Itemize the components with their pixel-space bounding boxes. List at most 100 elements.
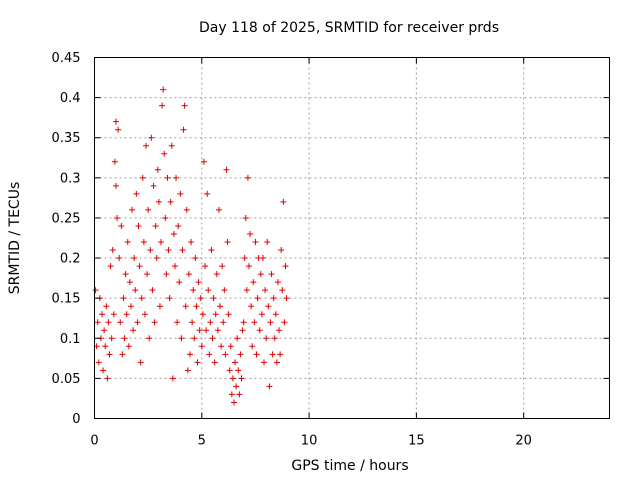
data-point xyxy=(206,351,213,358)
grid xyxy=(94,57,610,419)
data-point xyxy=(240,319,247,326)
data-point xyxy=(112,182,119,189)
data-point xyxy=(175,222,182,229)
x-axis-label: GPS time / hours xyxy=(291,458,408,474)
data-point xyxy=(264,239,271,246)
data-point xyxy=(254,295,261,302)
data-point xyxy=(184,367,191,374)
data-point xyxy=(164,174,171,181)
data-point xyxy=(149,287,156,294)
data-point xyxy=(227,343,234,350)
data-point xyxy=(192,255,199,262)
data-point xyxy=(178,335,185,342)
data-point xyxy=(121,335,128,342)
data-point xyxy=(214,327,221,334)
data-point xyxy=(276,327,283,334)
data-point xyxy=(205,287,212,294)
data-point xyxy=(270,295,277,302)
data-point xyxy=(204,190,211,197)
data-point xyxy=(247,230,254,237)
data-point xyxy=(237,351,244,358)
data-point xyxy=(168,142,175,149)
data-point xyxy=(107,263,114,270)
y-tick-label: 0 xyxy=(72,412,80,427)
data-point xyxy=(153,255,160,262)
x-axis-tick-labels: 0 5 10 15 20 xyxy=(90,434,532,449)
data-point xyxy=(242,214,249,221)
x-tick-label: 10 xyxy=(301,434,318,449)
data-point xyxy=(174,319,181,326)
data-point xyxy=(256,327,263,334)
data-point xyxy=(219,263,226,270)
y-tick-label: 0.45 xyxy=(52,51,81,66)
data-point xyxy=(226,367,233,374)
x-tick-label: 20 xyxy=(515,434,532,449)
data-point xyxy=(280,198,287,205)
data-point xyxy=(127,303,134,310)
y-axis-label: SRMTID / TECUs xyxy=(7,182,23,295)
data-point xyxy=(278,247,285,254)
data-point xyxy=(158,239,165,246)
data-point xyxy=(220,319,227,326)
y-tick-label: 0.05 xyxy=(52,372,81,387)
data-point xyxy=(267,319,274,326)
data-point xyxy=(243,287,250,294)
data-point xyxy=(230,399,237,406)
data-point xyxy=(199,311,206,318)
data-point xyxy=(163,271,170,278)
data-point xyxy=(102,343,109,350)
data-point xyxy=(241,255,248,262)
data-point xyxy=(232,359,239,366)
y-tick-label: 0.2 xyxy=(60,252,81,267)
data-point xyxy=(125,343,132,350)
data-point xyxy=(114,214,121,221)
data-point xyxy=(198,343,205,350)
data-points xyxy=(92,86,290,406)
data-point xyxy=(116,255,123,262)
data-point xyxy=(154,166,161,173)
data-point xyxy=(92,287,99,294)
data-point xyxy=(160,86,167,93)
data-point xyxy=(248,303,255,310)
data-point xyxy=(111,158,118,165)
data-point xyxy=(197,295,204,302)
data-point xyxy=(119,351,126,358)
data-point xyxy=(186,351,193,358)
data-point xyxy=(173,174,180,181)
data-point xyxy=(103,303,110,310)
data-point xyxy=(115,126,122,133)
data-point xyxy=(203,327,210,334)
data-point xyxy=(136,263,143,270)
y-axis-tick-labels: 0 0.05 0.1 0.15 0.2 0.25 0.3 0.35 0.4 0.45 xyxy=(52,51,81,427)
data-point xyxy=(139,174,146,181)
data-point xyxy=(193,303,200,310)
data-point xyxy=(108,335,115,342)
data-point xyxy=(265,303,272,310)
data-point xyxy=(200,158,207,165)
data-point xyxy=(213,271,220,278)
data-point xyxy=(208,247,215,254)
data-point xyxy=(273,359,280,366)
data-point xyxy=(210,295,217,302)
data-point xyxy=(137,359,144,366)
data-point xyxy=(180,126,187,133)
x-tick-label: 0 xyxy=(90,434,98,449)
data-point xyxy=(251,319,258,326)
data-point xyxy=(152,222,159,229)
data-point xyxy=(181,102,188,109)
data-point xyxy=(170,230,177,237)
data-point xyxy=(239,327,246,334)
data-point xyxy=(134,319,141,326)
data-point xyxy=(124,239,131,246)
data-point xyxy=(257,271,264,278)
y-tick-label: 0.4 xyxy=(60,91,81,106)
data-point xyxy=(283,295,290,302)
data-point xyxy=(202,263,209,270)
data-point xyxy=(105,319,112,326)
data-point xyxy=(233,383,240,390)
data-point xyxy=(145,206,152,213)
data-point xyxy=(130,327,137,334)
data-point xyxy=(176,279,183,286)
data-point xyxy=(126,279,133,286)
data-point xyxy=(196,327,203,334)
